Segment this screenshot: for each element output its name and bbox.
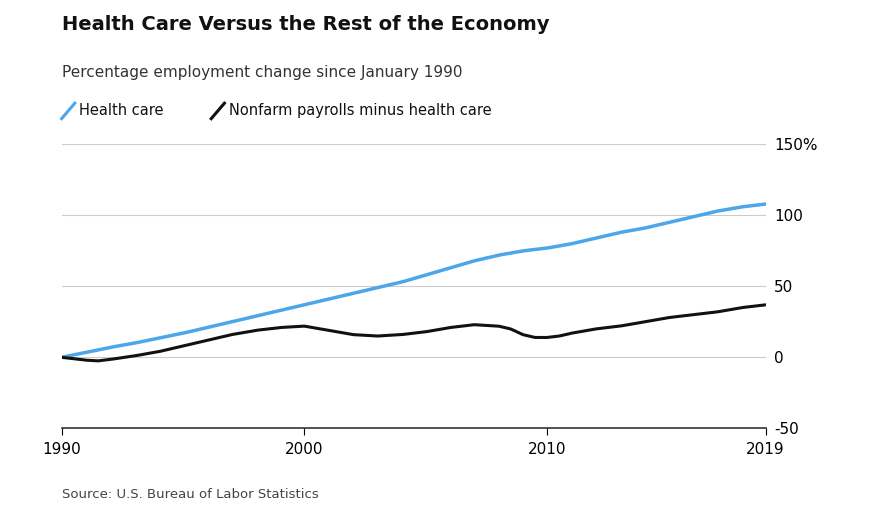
Text: Health Care Versus the Rest of the Economy: Health Care Versus the Rest of the Econo… — [62, 15, 549, 35]
Text: Nonfarm payrolls minus health care: Nonfarm payrolls minus health care — [229, 103, 491, 119]
Text: Health care: Health care — [79, 103, 164, 119]
Text: Percentage employment change since January 1990: Percentage employment change since Janua… — [62, 64, 462, 79]
Text: Source: U.S. Bureau of Labor Statistics: Source: U.S. Bureau of Labor Statistics — [62, 488, 319, 501]
